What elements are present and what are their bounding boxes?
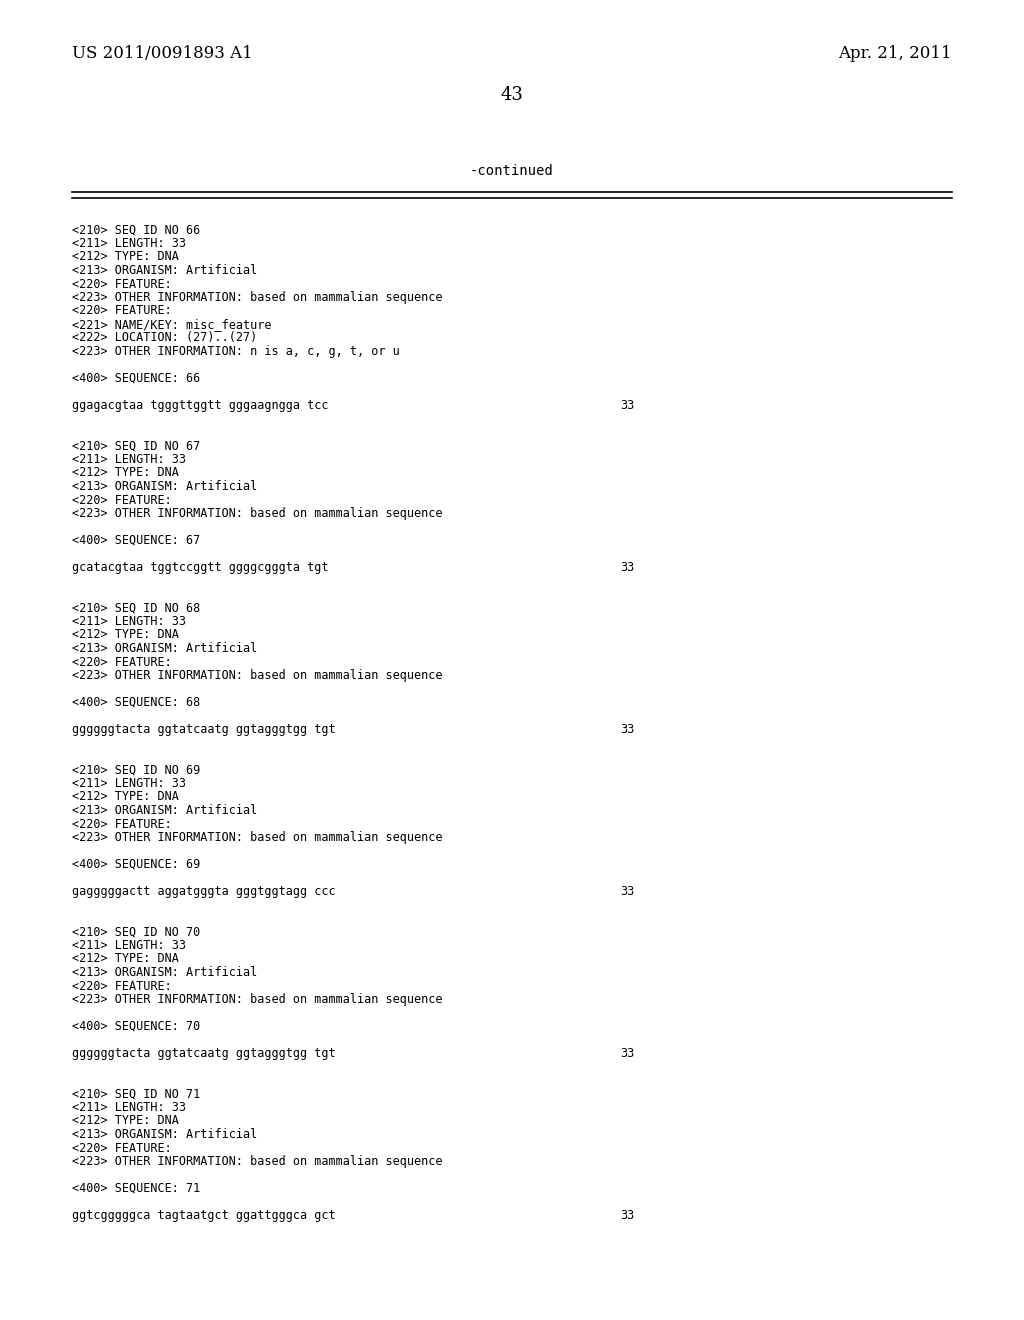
Text: <211> LENGTH: 33: <211> LENGTH: 33 (72, 453, 186, 466)
Text: 43: 43 (501, 86, 523, 104)
Text: <400> SEQUENCE: 66: <400> SEQUENCE: 66 (72, 372, 201, 385)
Text: <213> ORGANISM: Artificial: <213> ORGANISM: Artificial (72, 264, 257, 277)
Text: <213> ORGANISM: Artificial: <213> ORGANISM: Artificial (72, 966, 257, 979)
Text: <212> TYPE: DNA: <212> TYPE: DNA (72, 466, 179, 479)
Text: <221> NAME/KEY: misc_feature: <221> NAME/KEY: misc_feature (72, 318, 271, 331)
Text: <211> LENGTH: 33: <211> LENGTH: 33 (72, 939, 186, 952)
Text: <212> TYPE: DNA: <212> TYPE: DNA (72, 251, 179, 264)
Text: <211> LENGTH: 33: <211> LENGTH: 33 (72, 238, 186, 249)
Text: <220> FEATURE:: <220> FEATURE: (72, 656, 172, 668)
Text: <210> SEQ ID NO 66: <210> SEQ ID NO 66 (72, 223, 201, 236)
Text: <400> SEQUENCE: 70: <400> SEQUENCE: 70 (72, 1020, 201, 1034)
Text: <223> OTHER INFORMATION: n is a, c, g, t, or u: <223> OTHER INFORMATION: n is a, c, g, t… (72, 345, 399, 358)
Text: <211> LENGTH: 33: <211> LENGTH: 33 (72, 777, 186, 789)
Text: 33: 33 (620, 723, 634, 737)
Text: <222> LOCATION: (27)..(27): <222> LOCATION: (27)..(27) (72, 331, 257, 345)
Text: ggggggtacta ggtatcaatg ggtagggtgg tgt: ggggggtacta ggtatcaatg ggtagggtgg tgt (72, 723, 336, 737)
Text: gagggggactt aggatgggta gggtggtagg ccc: gagggggactt aggatgggta gggtggtagg ccc (72, 884, 336, 898)
Text: <223> OTHER INFORMATION: based on mammalian sequence: <223> OTHER INFORMATION: based on mammal… (72, 507, 442, 520)
Text: ggggggtacta ggtatcaatg ggtagggtgg tgt: ggggggtacta ggtatcaatg ggtagggtgg tgt (72, 1047, 336, 1060)
Text: <400> SEQUENCE: 67: <400> SEQUENCE: 67 (72, 535, 201, 546)
Text: <220> FEATURE:: <220> FEATURE: (72, 979, 172, 993)
Text: <213> ORGANISM: Artificial: <213> ORGANISM: Artificial (72, 642, 257, 655)
Text: 33: 33 (620, 1047, 634, 1060)
Text: <213> ORGANISM: Artificial: <213> ORGANISM: Artificial (72, 804, 257, 817)
Text: US 2011/0091893 A1: US 2011/0091893 A1 (72, 45, 253, 62)
Text: <213> ORGANISM: Artificial: <213> ORGANISM: Artificial (72, 480, 257, 492)
Text: -continued: -continued (470, 164, 554, 178)
Text: ggagacgtaa tgggttggtt gggaagngga tcc: ggagacgtaa tgggttggtt gggaagngga tcc (72, 399, 329, 412)
Text: <211> LENGTH: 33: <211> LENGTH: 33 (72, 1101, 186, 1114)
Text: <211> LENGTH: 33: <211> LENGTH: 33 (72, 615, 186, 628)
Text: gcatacgtaa tggtccggtt ggggcgggta tgt: gcatacgtaa tggtccggtt ggggcgggta tgt (72, 561, 329, 574)
Text: <223> OTHER INFORMATION: based on mammalian sequence: <223> OTHER INFORMATION: based on mammal… (72, 832, 442, 843)
Text: <220> FEATURE:: <220> FEATURE: (72, 1142, 172, 1155)
Text: <212> TYPE: DNA: <212> TYPE: DNA (72, 791, 179, 804)
Text: <210> SEQ ID NO 71: <210> SEQ ID NO 71 (72, 1088, 201, 1101)
Text: <220> FEATURE:: <220> FEATURE: (72, 305, 172, 318)
Text: <210> SEQ ID NO 70: <210> SEQ ID NO 70 (72, 925, 201, 939)
Text: Apr. 21, 2011: Apr. 21, 2011 (839, 45, 952, 62)
Text: 33: 33 (620, 399, 634, 412)
Text: <220> FEATURE:: <220> FEATURE: (72, 494, 172, 507)
Text: <400> SEQUENCE: 68: <400> SEQUENCE: 68 (72, 696, 201, 709)
Text: 33: 33 (620, 561, 634, 574)
Text: <210> SEQ ID NO 67: <210> SEQ ID NO 67 (72, 440, 201, 453)
Text: <212> TYPE: DNA: <212> TYPE: DNA (72, 628, 179, 642)
Text: <223> OTHER INFORMATION: based on mammalian sequence: <223> OTHER INFORMATION: based on mammal… (72, 993, 442, 1006)
Text: <210> SEQ ID NO 68: <210> SEQ ID NO 68 (72, 602, 201, 615)
Text: <220> FEATURE:: <220> FEATURE: (72, 817, 172, 830)
Text: <220> FEATURE:: <220> FEATURE: (72, 277, 172, 290)
Text: <210> SEQ ID NO 69: <210> SEQ ID NO 69 (72, 763, 201, 776)
Text: <213> ORGANISM: Artificial: <213> ORGANISM: Artificial (72, 1129, 257, 1140)
Text: <223> OTHER INFORMATION: based on mammalian sequence: <223> OTHER INFORMATION: based on mammal… (72, 1155, 442, 1168)
Text: 33: 33 (620, 884, 634, 898)
Text: <223> OTHER INFORMATION: based on mammalian sequence: <223> OTHER INFORMATION: based on mammal… (72, 290, 442, 304)
Text: ggtcgggggca tagtaatgct ggattgggca gct: ggtcgggggca tagtaatgct ggattgggca gct (72, 1209, 336, 1222)
Text: 33: 33 (620, 1209, 634, 1222)
Text: <212> TYPE: DNA: <212> TYPE: DNA (72, 1114, 179, 1127)
Text: <400> SEQUENCE: 71: <400> SEQUENCE: 71 (72, 1181, 201, 1195)
Text: <212> TYPE: DNA: <212> TYPE: DNA (72, 953, 179, 965)
Text: <223> OTHER INFORMATION: based on mammalian sequence: <223> OTHER INFORMATION: based on mammal… (72, 669, 442, 682)
Text: <400> SEQUENCE: 69: <400> SEQUENCE: 69 (72, 858, 201, 871)
